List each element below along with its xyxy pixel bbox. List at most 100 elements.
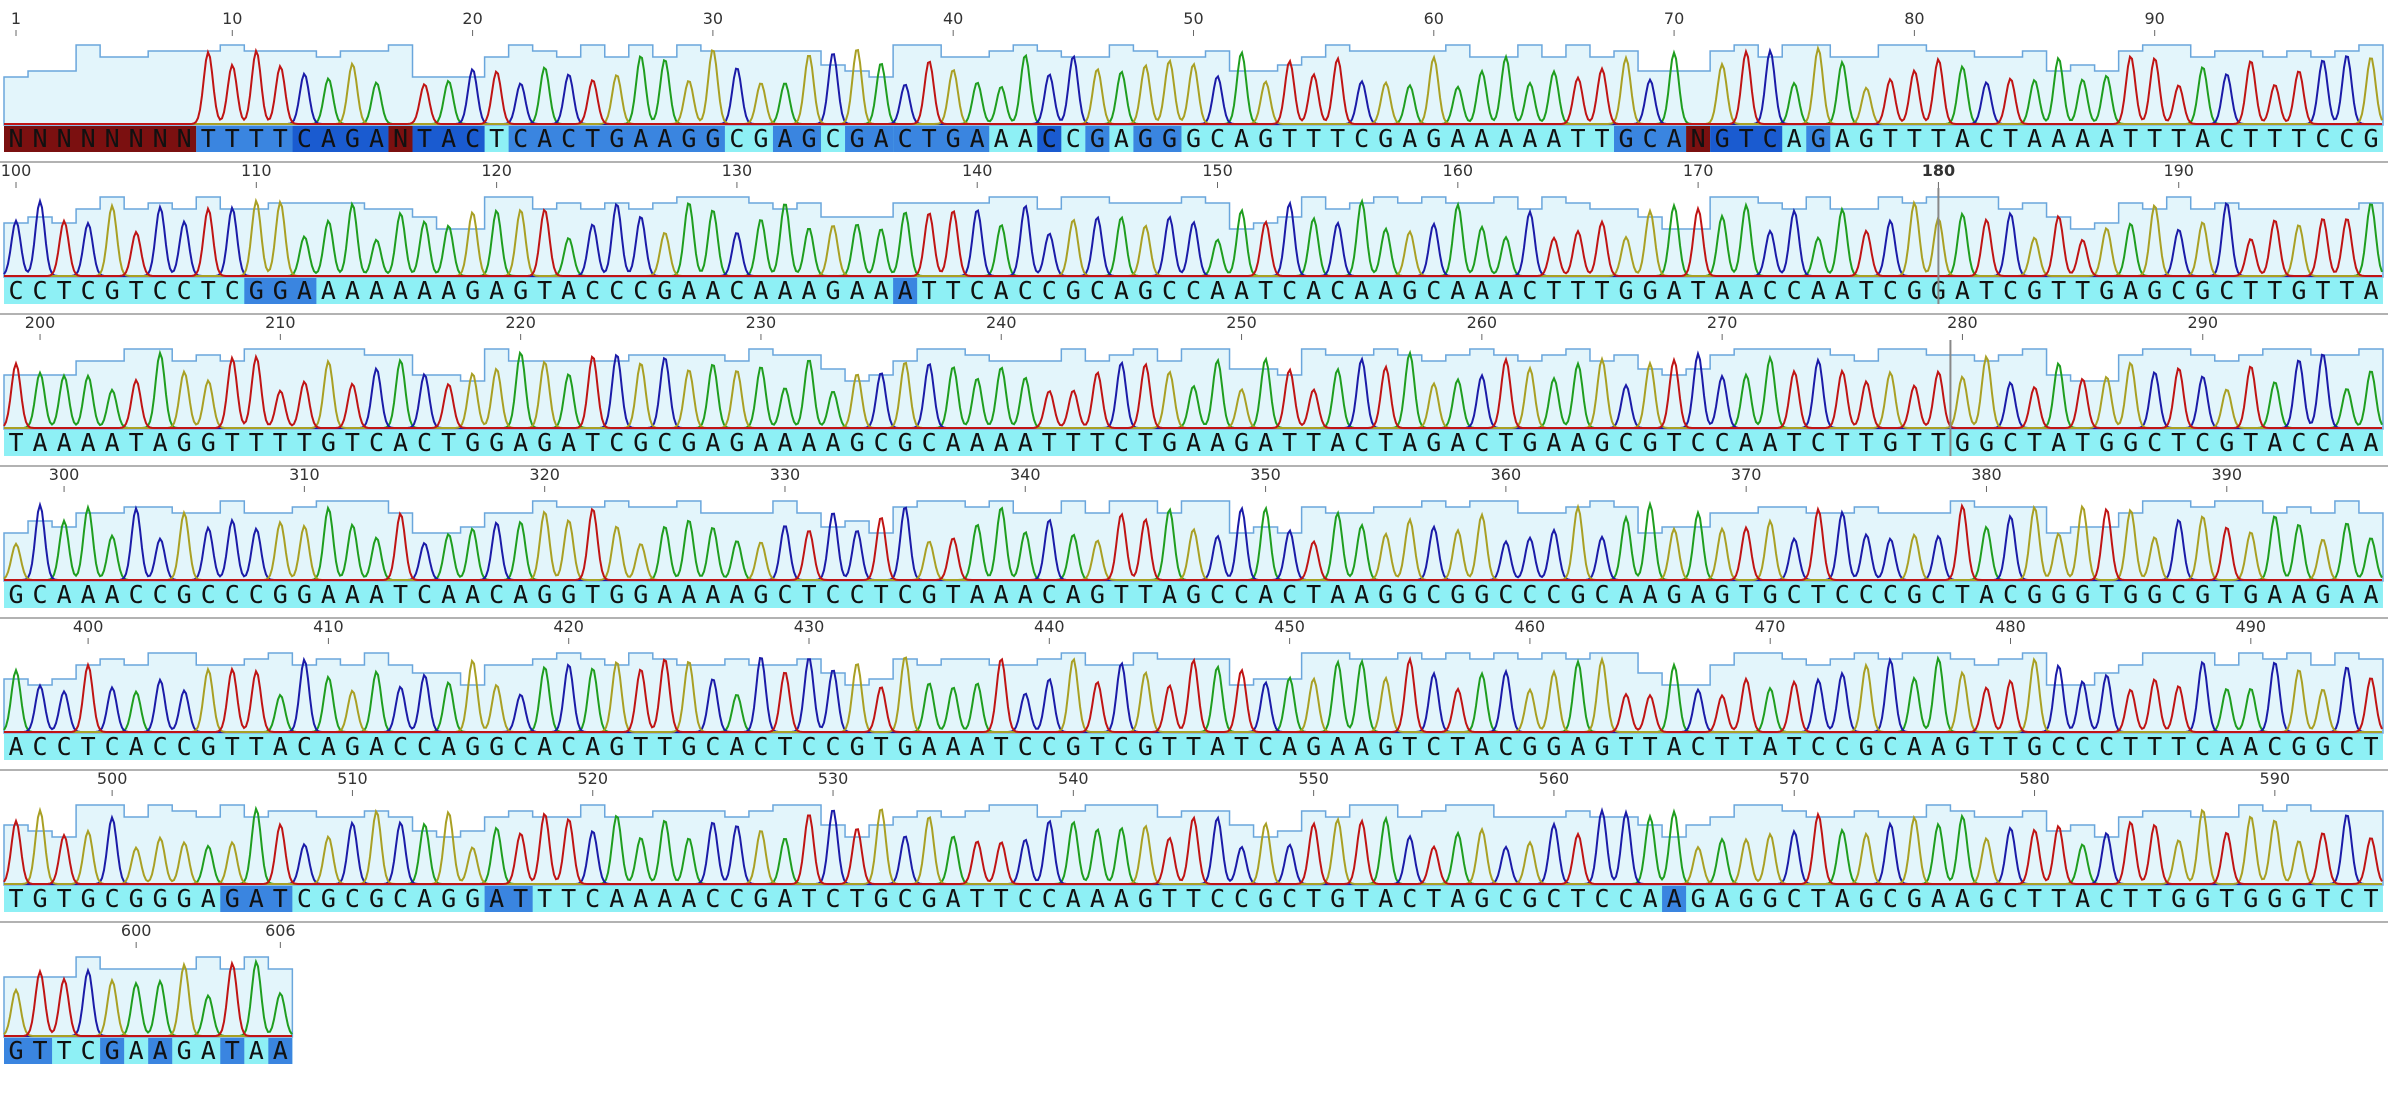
sequence-row: GTTCGAAGATAA xyxy=(3,956,294,1065)
position-label: 420 xyxy=(553,617,584,636)
sequence-row: GCAAACCGCCCGGAAATCAACAGGTGGAAAAGCTCCTCGT… xyxy=(0,500,2388,619)
position-label: 510 xyxy=(337,769,368,788)
position-label: 590 xyxy=(2260,769,2291,788)
trace-t xyxy=(4,205,2382,277)
position-label: 490 xyxy=(2236,617,2267,636)
sequence-band xyxy=(4,886,2383,912)
position-label: 450 xyxy=(1274,617,1305,636)
position-label: 600 xyxy=(121,921,152,940)
position-label: 260 xyxy=(1467,313,1498,332)
quality-highlight xyxy=(1686,126,1711,152)
sequence-text: ACCTCACCGTTACAGACCAGGCACAGTTGCACTCCGTGAA… xyxy=(8,732,2378,761)
position-label: 180 xyxy=(1922,161,1955,180)
position-label: 320 xyxy=(529,465,560,484)
sequence-row: NNNNNNNNTTTTCAGANTACTCACTGAAGGCGAGCGACTG… xyxy=(0,44,2388,163)
position-label: 70 xyxy=(1664,9,1684,28)
position-label: 500 xyxy=(97,769,128,788)
sequence-band xyxy=(4,278,2383,304)
position-label: 280 xyxy=(1947,313,1978,332)
sequence-text: GCAAACCGCCCGGAAATCAACAGGTGGAAAAGCTCCTCGT… xyxy=(8,580,2378,609)
quality-highlight xyxy=(268,1038,293,1064)
quality-highlight xyxy=(893,126,990,152)
position-label: 90 xyxy=(2145,9,2165,28)
sequence-band xyxy=(4,582,2383,608)
trace-t xyxy=(4,656,2383,733)
position-label: 100 xyxy=(1,161,32,180)
position-label: 520 xyxy=(577,769,608,788)
sequence-text: TGTGCGGGAGATCGCGCAGGATTTCAAAACCGATCTGCGA… xyxy=(8,884,2378,913)
sequence-band xyxy=(4,734,2383,760)
position-label: 250 xyxy=(1226,313,1257,332)
position-label: 30 xyxy=(703,9,723,28)
position-label: 240 xyxy=(986,313,1017,332)
position-label: 220 xyxy=(505,313,536,332)
quality-highlight xyxy=(1614,126,1687,152)
sequence-row: TGTGCGGGAGATCGCGCAGGATTTCAAAACCGATCTGCGA… xyxy=(0,804,2388,923)
trace-t xyxy=(3,811,2383,885)
quality-highlight xyxy=(220,886,293,912)
trace-t xyxy=(4,47,2382,125)
quality-highlight xyxy=(4,126,197,152)
position-label: 350 xyxy=(1250,465,1281,484)
sequence-row: TAAAATAGGTTTTGTCACTGGAGATCGCGAGAAAAGCGCA… xyxy=(0,348,2388,467)
position-label: 370 xyxy=(1731,465,1762,484)
position-label: 130 xyxy=(722,161,753,180)
position-label: 430 xyxy=(794,617,825,636)
position-label: 230 xyxy=(746,313,777,332)
position-label: 270 xyxy=(1707,313,1738,332)
sequence-text: TAAAATAGGTTTTGTCACTGGAGATCGCGAGAAAAGCGCA… xyxy=(8,428,2378,457)
position-label: 110 xyxy=(241,161,272,180)
quality-highlight xyxy=(292,126,389,152)
position-label: 300 xyxy=(49,465,80,484)
quality-bars xyxy=(3,956,294,1038)
position-label: 550 xyxy=(1298,769,1329,788)
position-label: 606 xyxy=(265,921,296,940)
quality-highlight xyxy=(148,1038,173,1064)
position-label: 330 xyxy=(770,465,801,484)
quality-highlight xyxy=(100,1038,125,1064)
position-label: 170 xyxy=(1683,161,1714,180)
position-label: 540 xyxy=(1058,769,1089,788)
position-label: 1 xyxy=(11,9,21,28)
position-label: 210 xyxy=(265,313,296,332)
trace-t xyxy=(3,353,2382,429)
quality-highlight xyxy=(1037,126,1062,152)
trace-t xyxy=(4,960,292,1037)
position-label: 290 xyxy=(2187,313,2218,332)
position-label: 10 xyxy=(222,9,242,28)
sequence-band xyxy=(4,430,2383,456)
sequence-text: CCTCGTCCTCGGAAAAAAAGAGTACCCGAACAAAGAAATT… xyxy=(8,276,2378,305)
quality-highlight xyxy=(412,126,485,152)
quality-highlight xyxy=(1710,126,1783,152)
position-label: 200 xyxy=(25,313,56,332)
position-label: 400 xyxy=(73,617,104,636)
position-label: 460 xyxy=(1515,617,1546,636)
sequence-row: ACCTCACCGTTACAGACCAGGCACAGTTGCACTCCGTGAA… xyxy=(0,652,2388,771)
quality-highlight xyxy=(1085,126,1110,152)
position-label: 340 xyxy=(1010,465,1041,484)
quality-highlight xyxy=(220,1038,245,1064)
quality-highlight xyxy=(1662,886,1687,912)
trace-t xyxy=(4,502,2382,581)
quality-highlight xyxy=(1133,126,1182,152)
position-label: 470 xyxy=(1755,617,1786,636)
position-label: 20 xyxy=(462,9,482,28)
sequence-row: CCTCGTCCTCGGAAAAAAAGAGTACCCGAACAAAGAAATT… xyxy=(0,196,2388,315)
quality-highlight xyxy=(893,278,918,304)
position-label: 410 xyxy=(313,617,344,636)
position-label: 440 xyxy=(1034,617,1065,636)
quality-highlight xyxy=(772,126,822,152)
position-label: 80 xyxy=(1904,9,1924,28)
quality-highlight xyxy=(244,278,317,304)
position-label: 120 xyxy=(481,161,512,180)
position-label: 40 xyxy=(943,9,963,28)
position-label: 190 xyxy=(2163,161,2194,180)
quality-highlight xyxy=(845,126,894,152)
position-label: 390 xyxy=(2212,465,2243,484)
position-label: 140 xyxy=(962,161,993,180)
position-label: 360 xyxy=(1491,465,1522,484)
position-label: 310 xyxy=(289,465,320,484)
position-label: 560 xyxy=(1539,769,1570,788)
quality-highlight xyxy=(508,126,725,152)
